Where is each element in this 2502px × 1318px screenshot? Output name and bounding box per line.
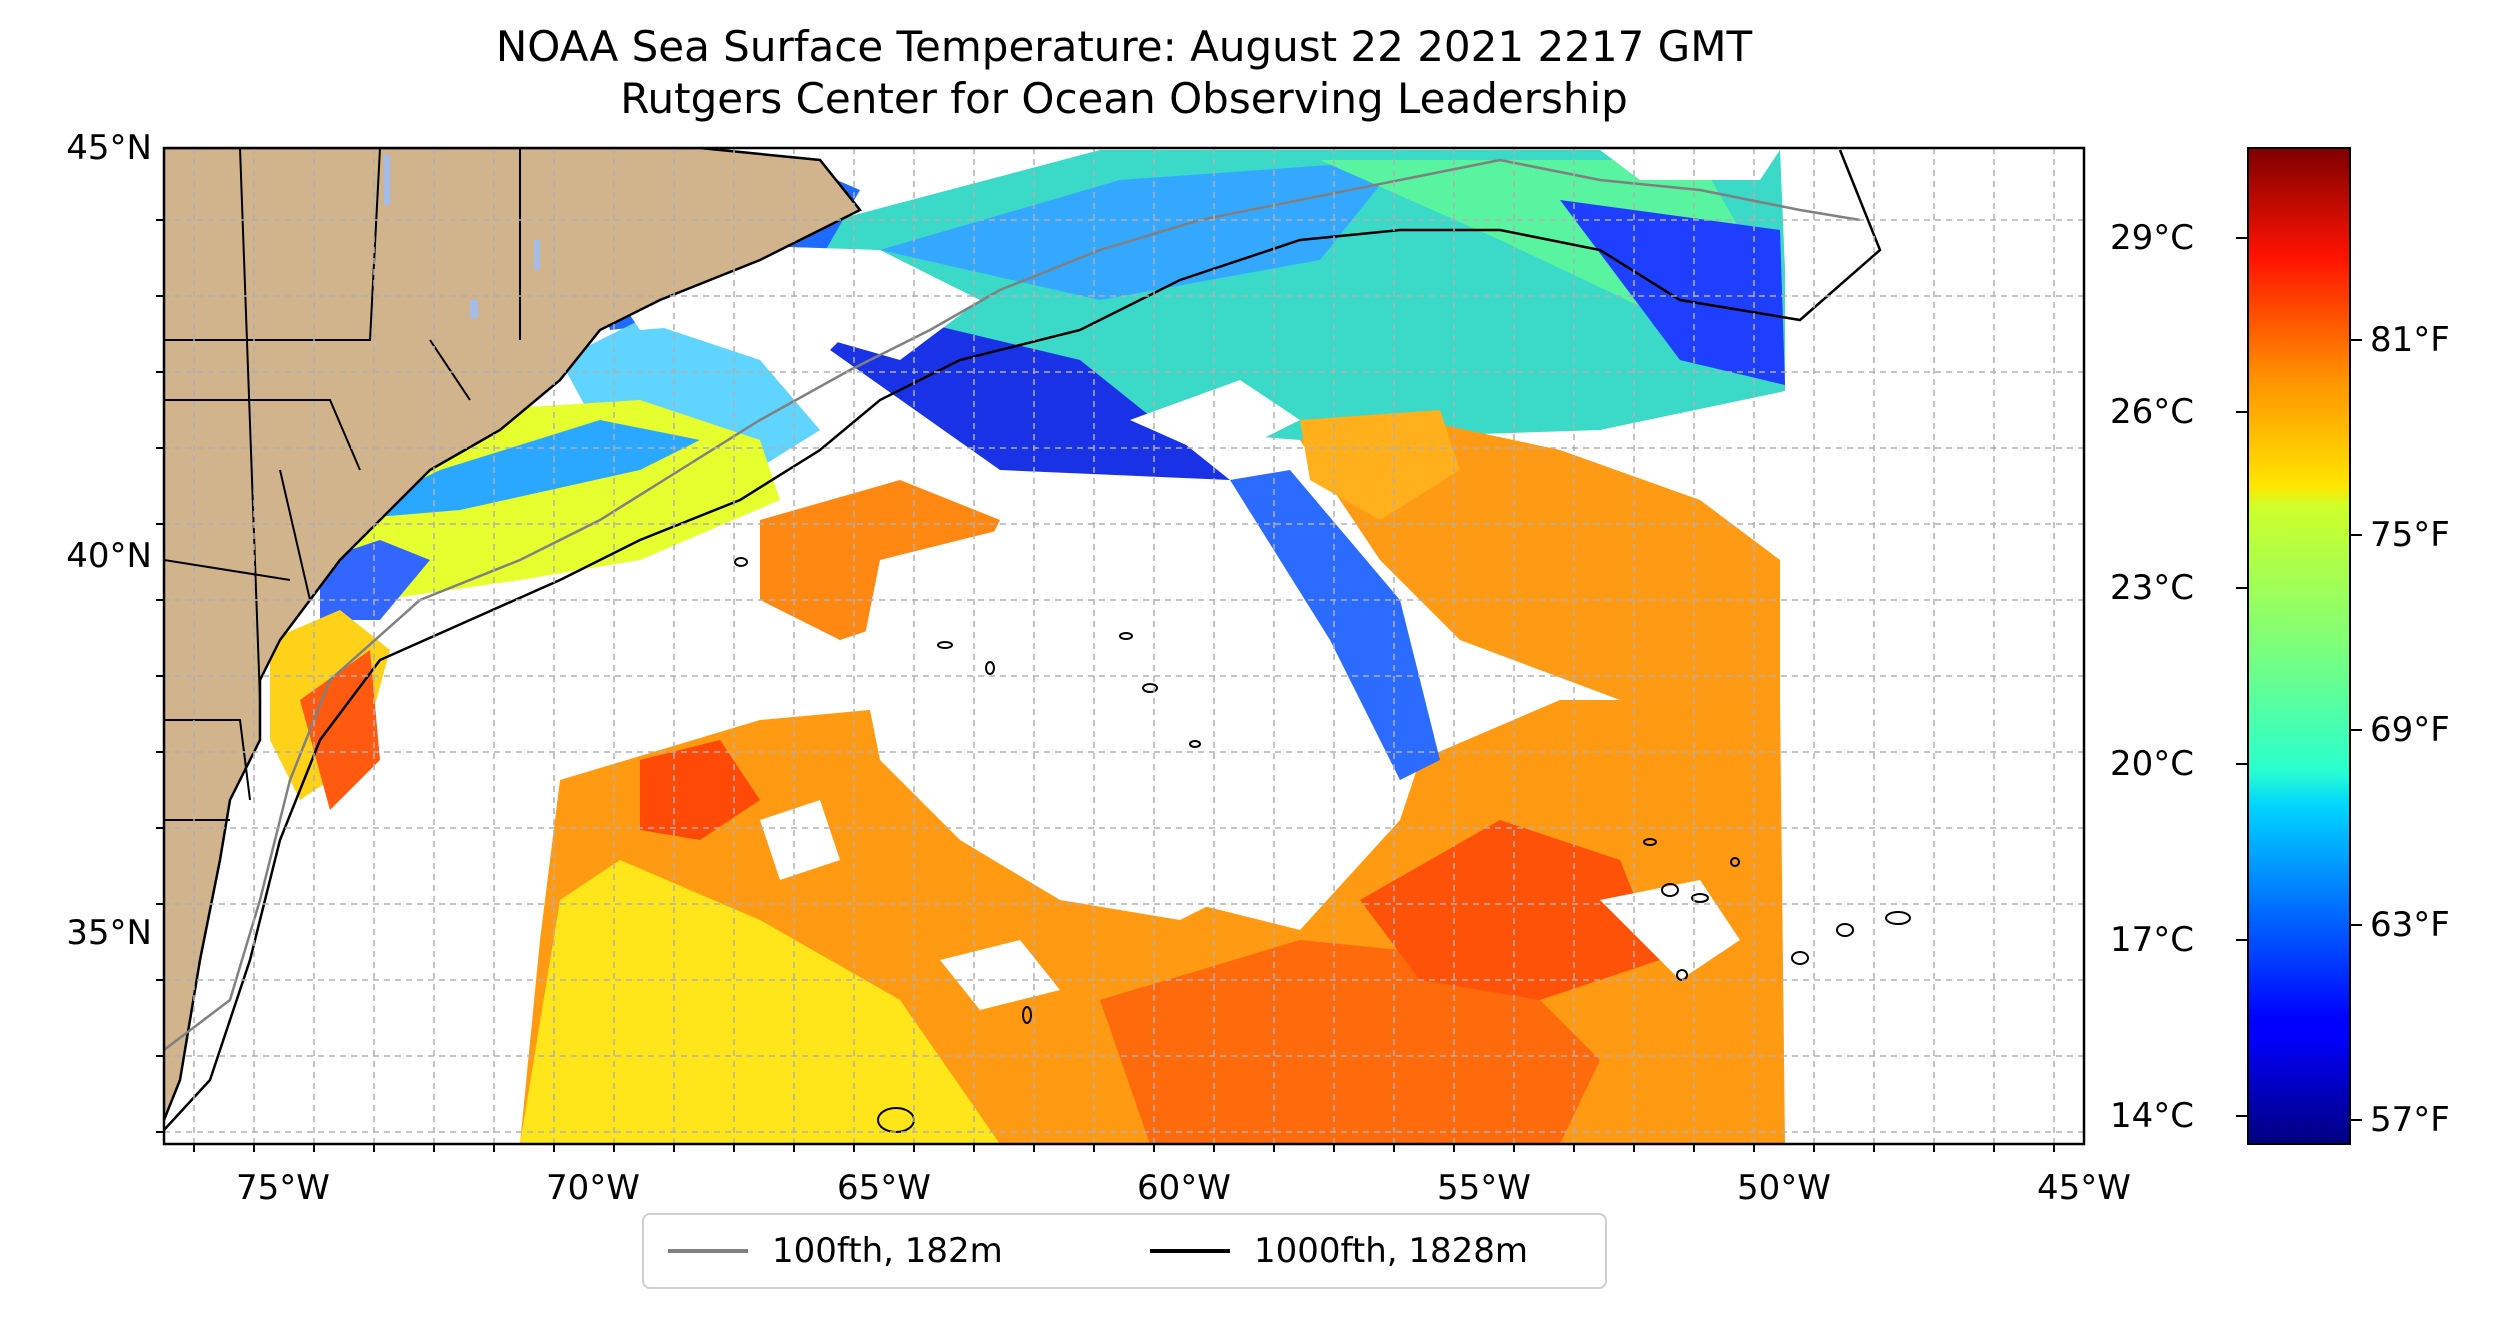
legend-item-100fth: 100fth, 182m: [668, 1215, 1003, 1287]
cbar-c-26: 26°C: [2110, 392, 2195, 432]
legend: 100fth, 182m 1000fth, 1828m: [642, 1213, 1607, 1289]
lon-tick-55w: 55°W: [1437, 1168, 1531, 1208]
lon-tick-70w: 70°W: [546, 1168, 640, 1208]
colorbar: [2247, 147, 2351, 1145]
cbar-c-29: 29°C: [2110, 218, 2195, 258]
cbar-c-14: 14°C: [2110, 1096, 2195, 1136]
lat-tick-40n: 40°N: [66, 536, 152, 576]
cbar-c-17: 17°C: [2110, 920, 2195, 960]
cbar-f-63: 63°F: [2370, 905, 2450, 945]
legend-label-100fth: 100fth, 182m: [772, 1231, 1003, 1271]
cbar-f-57: 57°F: [2370, 1100, 2450, 1140]
legend-swatch-1000fth: [1150, 1249, 1230, 1253]
lat-tick-45n: 45°N: [66, 128, 152, 168]
cbar-f-69: 69°F: [2370, 710, 2450, 750]
lon-tick-65w: 65°W: [837, 1168, 931, 1208]
cbar-f-81: 81°F: [2370, 320, 2450, 360]
cbar-c-23: 23°C: [2110, 568, 2195, 608]
map-subtitle: Rutgers Center for Ocean Observing Leade…: [620, 74, 1628, 123]
lon-tick-45w: 45°W: [2037, 1168, 2131, 1208]
cbar-f-75: 75°F: [2370, 515, 2450, 555]
map-title: NOAA Sea Surface Temperature: August 22 …: [495, 22, 1753, 71]
legend-label-1000fth: 1000fth, 1828m: [1254, 1231, 1529, 1271]
cbar-c-20: 20°C: [2110, 744, 2195, 784]
lat-tick-35n: 35°N: [66, 913, 152, 953]
lon-tick-75w: 75°W: [236, 1168, 330, 1208]
lon-tick-50w: 50°W: [1737, 1168, 1831, 1208]
lon-tick-60w: 60°W: [1137, 1168, 1231, 1208]
legend-swatch-100fth: [668, 1249, 748, 1253]
legend-item-1000fth: 1000fth, 1828m: [1150, 1215, 1528, 1287]
